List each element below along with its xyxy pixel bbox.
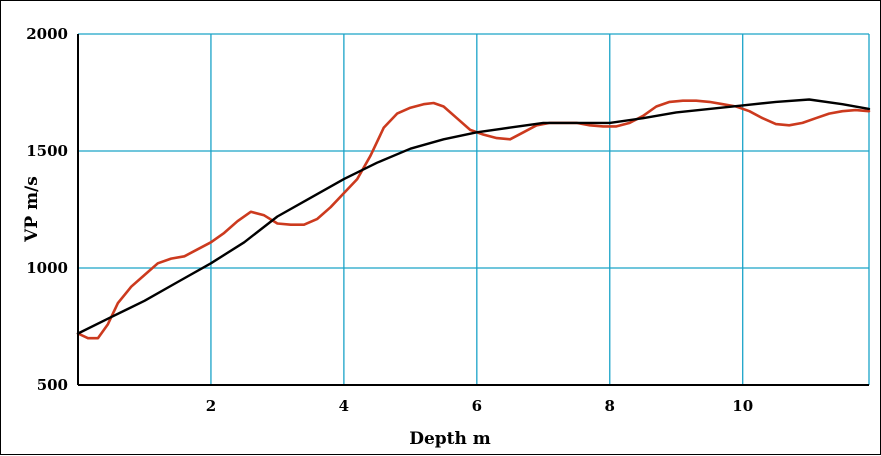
x-tick-label: 4	[339, 397, 349, 415]
y-axis-title: VP m/s	[22, 176, 42, 243]
x-tick-label: 2	[206, 397, 216, 415]
y-tick-label: 1500	[26, 142, 68, 160]
series-line-red	[76, 99, 871, 340]
axis-layer	[77, 34, 869, 386]
y-tick-label: 1000	[26, 259, 68, 277]
label-layer: 2 4 6 8 10 500 1000 1500 2000	[26, 25, 753, 415]
series-line-black	[76, 98, 871, 335]
x-axis-title: Depth m	[409, 429, 491, 449]
y-tick-label: 500	[37, 376, 68, 394]
series-layer	[76, 98, 871, 340]
x-tick-label: 8	[605, 397, 615, 415]
x-tick-label: 6	[472, 397, 482, 415]
y-tick-label: 2000	[26, 25, 68, 43]
x-tick-label: 10	[732, 397, 753, 415]
grid-layer	[78, 33, 870, 385]
